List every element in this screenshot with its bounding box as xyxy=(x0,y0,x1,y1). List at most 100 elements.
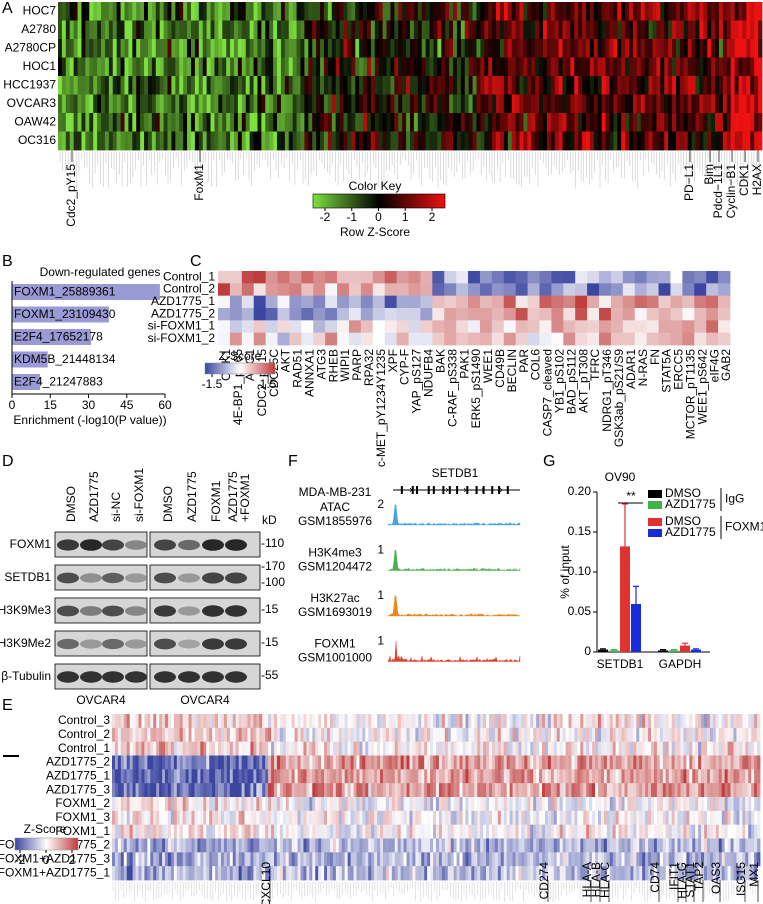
heatmap-cell xyxy=(339,866,342,880)
heatmap-cell xyxy=(488,132,492,151)
heatmap-cell xyxy=(186,797,189,811)
heatmap-cell xyxy=(500,76,504,95)
heatmap-cell xyxy=(680,113,684,132)
heatmap-cell xyxy=(454,797,457,811)
heatmap-cell xyxy=(682,283,694,296)
heatmap-cell xyxy=(117,58,121,77)
heatmap-cell xyxy=(89,95,93,114)
blot-band xyxy=(102,671,124,682)
heatmap-cell xyxy=(527,839,530,853)
heatmap-cell xyxy=(457,825,460,839)
heatmap-cell xyxy=(192,797,195,811)
heatmap-cell xyxy=(566,866,569,880)
heatmap-cell xyxy=(271,839,274,853)
heatmap-cell xyxy=(551,825,554,839)
heatmap-cell xyxy=(594,2,598,21)
heatmap-cell xyxy=(668,58,672,77)
heatmap-cell xyxy=(356,839,359,853)
heatmap-cell xyxy=(675,728,678,742)
heatmap-cell xyxy=(430,728,433,742)
heatmap-cell xyxy=(501,742,504,756)
heatmap-cell xyxy=(742,783,745,797)
heatmap-cell xyxy=(221,852,224,866)
heatmap-cell xyxy=(586,839,589,853)
heatmap-cell xyxy=(436,839,439,853)
heatmap-cell xyxy=(385,320,397,333)
heatmap-cell xyxy=(495,783,498,797)
heatmap-cell xyxy=(351,95,355,114)
heatmap-cell xyxy=(483,811,486,825)
heatmap-cell xyxy=(586,113,590,132)
lane-label: si-NC xyxy=(109,492,123,522)
heatmap-cell xyxy=(703,132,707,151)
heatmap-cell xyxy=(254,2,258,21)
heatmap-cell xyxy=(186,825,189,839)
heatmap-cell xyxy=(444,296,456,309)
heatmap-cell xyxy=(492,333,504,346)
heatmap-cell xyxy=(476,2,480,21)
heatmap-cell xyxy=(140,58,144,77)
heatmap-cell xyxy=(218,728,221,742)
heatmap-cell xyxy=(642,839,645,853)
heatmap-cell xyxy=(486,866,489,880)
heatmap-cell xyxy=(386,825,389,839)
heatmap-cell xyxy=(563,271,575,284)
heatmap-cell xyxy=(678,714,681,728)
heatmap-cell xyxy=(153,852,156,866)
heatmap-cell xyxy=(654,811,657,825)
heatmap-cell xyxy=(498,756,501,770)
heatmap-cell xyxy=(592,811,595,825)
heatmap-cell xyxy=(277,2,281,21)
heatmap-cell xyxy=(713,756,716,770)
heatmap-cell xyxy=(401,769,404,783)
panel-letter: A xyxy=(2,0,13,17)
heatmap-cell xyxy=(274,811,277,825)
heatmap-cell xyxy=(118,728,121,742)
heatmap-cell xyxy=(197,839,200,853)
heatmap-cell xyxy=(530,783,533,797)
heatmap-cell xyxy=(610,839,613,853)
heatmap-cell xyxy=(324,95,328,114)
heatmap-cell xyxy=(523,39,527,58)
blot-band xyxy=(154,605,176,616)
heatmap-cell xyxy=(273,39,277,58)
heatmap-cell xyxy=(407,852,410,866)
heatmap-cell xyxy=(590,39,594,58)
heatmap-cell xyxy=(486,825,489,839)
heatmap-cell xyxy=(465,797,468,811)
heatmap-cell xyxy=(295,742,298,756)
heatmap-cell xyxy=(398,113,402,132)
heatmap-cell xyxy=(215,811,218,825)
heatmap-cell xyxy=(587,271,599,284)
heatmap-cell xyxy=(448,866,451,880)
heatmap-cell xyxy=(351,769,354,783)
heatmap-cell xyxy=(601,742,604,756)
chart-title: Down-regulated genes xyxy=(40,265,161,279)
heatmap-cell xyxy=(70,58,74,77)
heatmap-cell xyxy=(159,866,162,880)
heatmap-cell xyxy=(348,728,351,742)
heatmap-cell xyxy=(639,797,642,811)
heatmap-cell xyxy=(601,714,604,728)
heatmap-cell xyxy=(356,742,359,756)
heatmap-cell xyxy=(309,852,312,866)
heatmap-cell xyxy=(127,783,130,797)
heatmap-cell xyxy=(657,797,660,811)
heatmap-cell xyxy=(271,825,274,839)
heatmap-cell xyxy=(606,95,610,114)
heatmap-cell xyxy=(489,825,492,839)
error-bar xyxy=(693,649,699,650)
heatmap-cell xyxy=(654,797,657,811)
heatmap-cell xyxy=(477,742,480,756)
heatmap-cell xyxy=(569,783,572,797)
heatmap-cell xyxy=(398,839,401,853)
heatmap-cell xyxy=(187,39,191,58)
heatmap-cell xyxy=(610,756,613,770)
heatmap-cell xyxy=(250,756,253,770)
heatmap-cell xyxy=(725,783,728,797)
heatmap-cell xyxy=(560,839,563,853)
heatmap-cell xyxy=(468,839,471,853)
heatmap-cell xyxy=(292,728,295,742)
heatmap-cell xyxy=(150,769,153,783)
heatmap-cell xyxy=(206,728,209,742)
